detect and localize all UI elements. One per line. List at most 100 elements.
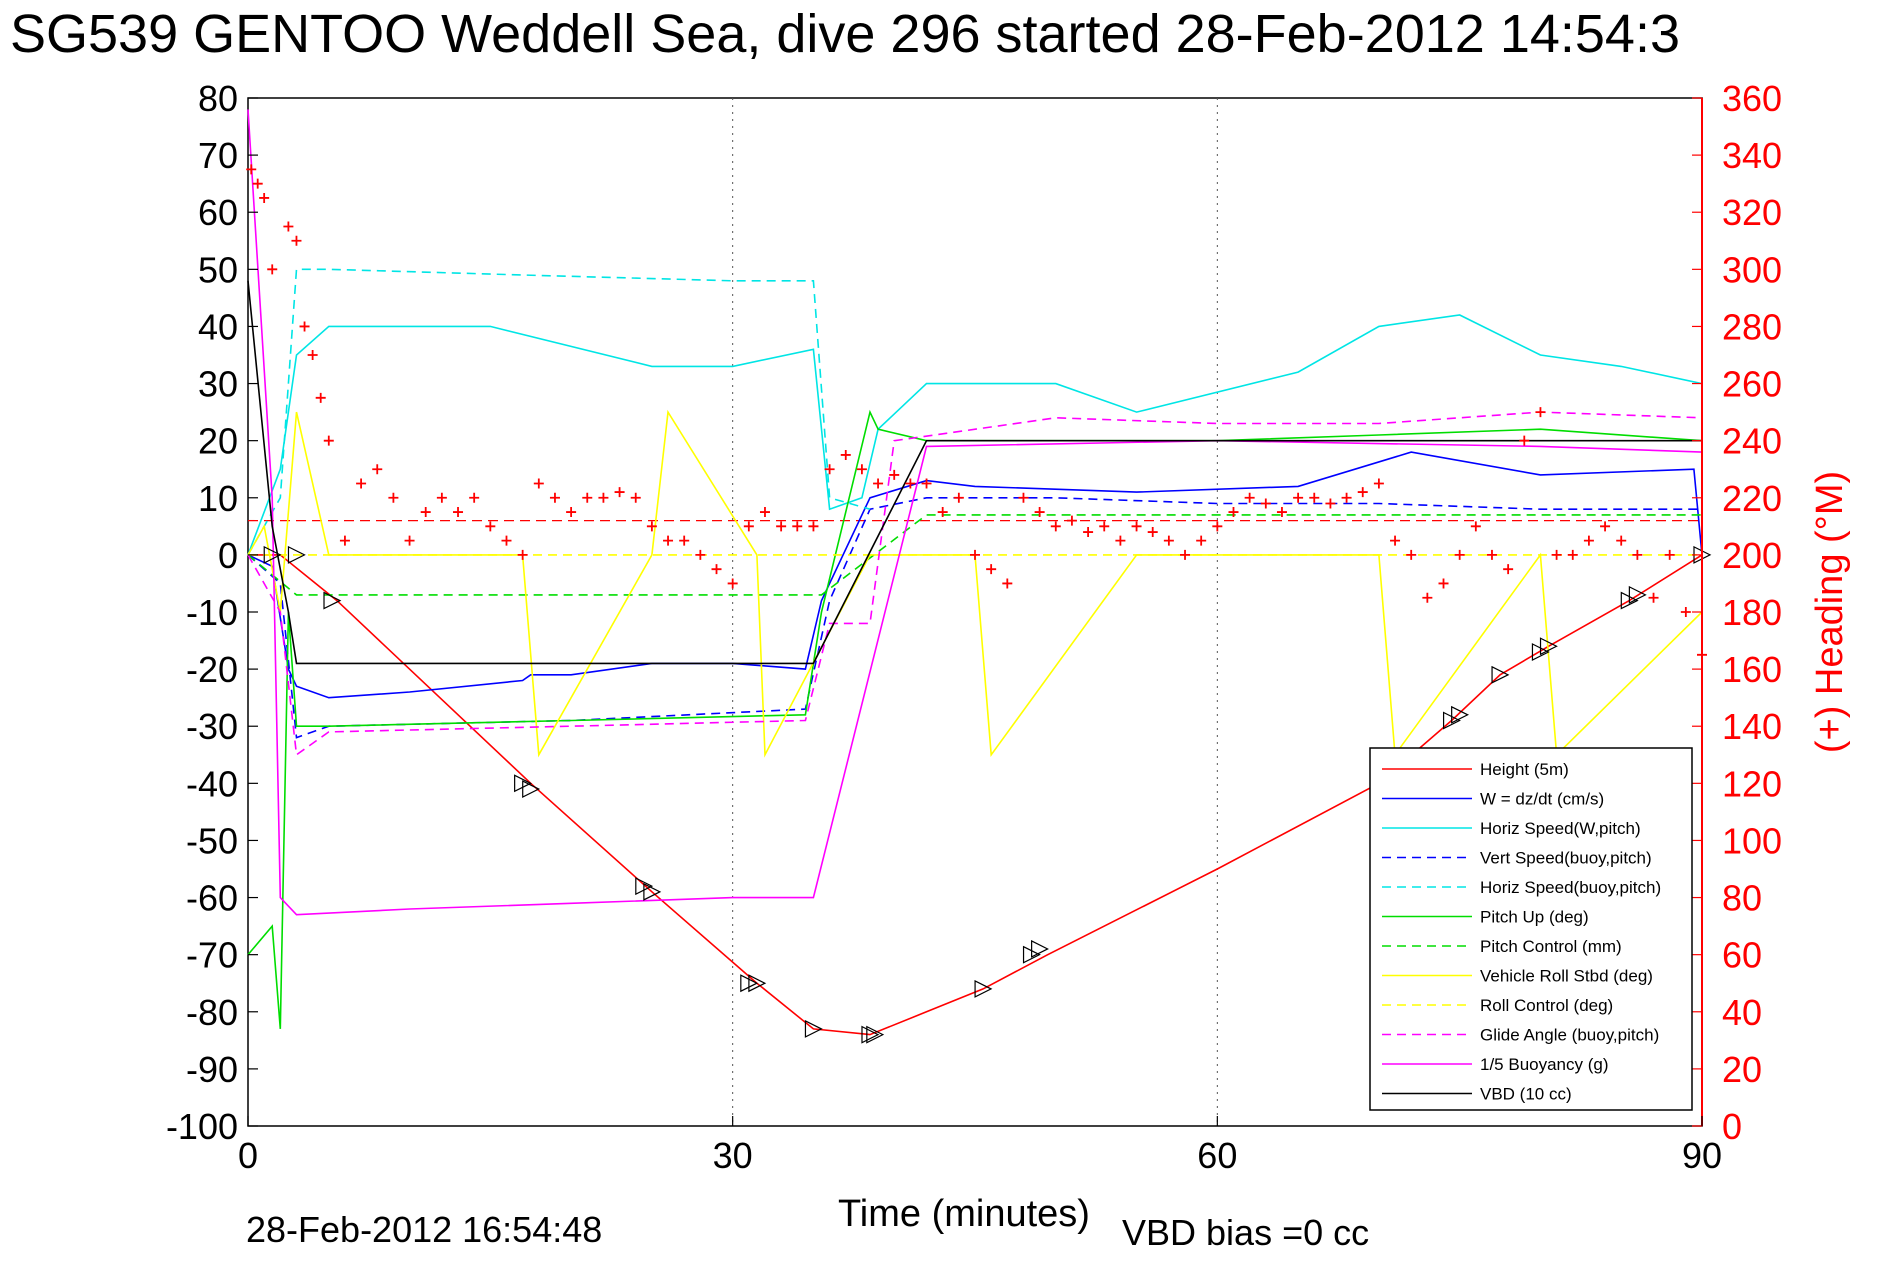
heading-point — [1260, 498, 1271, 509]
heading-point — [1180, 549, 1191, 560]
triangle-marker — [1628, 585, 1647, 604]
heading-point — [1616, 535, 1627, 546]
heading-point — [252, 178, 263, 189]
chart-title: SG539 GENTOO Weddell Sea, dive 296 start… — [10, 4, 1680, 64]
heading-point — [1438, 578, 1449, 589]
heading-point — [873, 478, 884, 489]
right-tick-label: 0 — [1722, 1106, 1742, 1147]
heading-point — [436, 492, 447, 503]
right-y-ticks: 3603403203002802602402202001801601401201… — [1692, 78, 1782, 1147]
heading-point — [267, 264, 278, 275]
left-tick-label: -70 — [186, 935, 238, 976]
legend-label: Roll Control (deg) — [1480, 996, 1613, 1015]
heading-point — [1373, 478, 1384, 489]
right-tick-label: 20 — [1722, 1049, 1762, 1090]
triangle-marker — [287, 545, 306, 564]
left-tick-label: -30 — [186, 706, 238, 747]
heading-point — [1390, 535, 1401, 546]
heading-point — [1519, 435, 1530, 446]
heading-point — [711, 564, 722, 575]
heading-point — [1115, 535, 1126, 546]
legend-label: Pitch Up (deg) — [1480, 908, 1589, 927]
heading-point — [453, 507, 464, 518]
heading-point — [776, 521, 787, 532]
triangle-marker — [522, 780, 541, 799]
heading-point — [1147, 527, 1158, 538]
x-ticks: 0 30 60 90 — [238, 1116, 1722, 1176]
heading-point — [759, 507, 770, 518]
heading-point — [533, 478, 544, 489]
heading-point — [1018, 492, 1029, 503]
left-tick-label: 60 — [198, 192, 238, 233]
left-y-ticks: 80 70 60 50 40 30 20 10 0 -10 -20 -30 -40 -50 -60 -70 -8… — [166, 78, 258, 1147]
right-tick-label: 220 — [1722, 478, 1782, 519]
heading-point — [1099, 521, 1110, 532]
heading-point — [889, 469, 900, 480]
legend-label: Height (5m) — [1480, 760, 1569, 779]
heading-point — [1503, 564, 1514, 575]
heading-point — [485, 521, 496, 532]
x-tick-label: 60 — [1197, 1135, 1237, 1176]
heading-point — [517, 549, 528, 560]
heading-point — [372, 464, 383, 475]
right-tick-label: 320 — [1722, 192, 1782, 233]
heading-point — [1131, 521, 1142, 532]
left-tick-label: 30 — [198, 364, 238, 405]
heading-point — [1293, 492, 1304, 503]
heading-point — [299, 321, 310, 332]
heading-point — [1567, 549, 1578, 560]
left-tick-label: -90 — [186, 1049, 238, 1090]
heading-point — [1551, 549, 1562, 560]
legend-label: Horiz Speed(W,pitch) — [1480, 819, 1641, 838]
series-line-10 — [247, 109, 1703, 916]
heading-point — [1341, 492, 1352, 503]
heading-point — [824, 464, 835, 475]
triangle-marker — [263, 545, 282, 564]
triangle-marker — [748, 974, 767, 993]
heading-point — [727, 578, 738, 589]
heading-point — [388, 492, 399, 503]
triangle-marker — [866, 1025, 885, 1044]
series-line-11 — [247, 280, 1702, 665]
right-axis-label: (+) Heading (°M) — [1809, 471, 1851, 753]
heading-point — [1309, 492, 1320, 503]
heading-point — [921, 478, 932, 489]
heading-point — [1083, 527, 1094, 538]
heading-point — [356, 478, 367, 489]
series-layer — [247, 109, 1703, 1036]
heading-point — [970, 549, 980, 560]
heading-point — [1632, 549, 1643, 560]
heading-point — [1535, 407, 1546, 418]
right-tick-label: 300 — [1722, 249, 1782, 290]
series-line-1 — [247, 451, 1703, 699]
right-tick-label: 280 — [1722, 306, 1782, 347]
left-tick-label: -50 — [186, 820, 238, 861]
heading-point — [1454, 549, 1465, 560]
legend: Height (5m) W = dz/dt (cm/s) Horiz Speed(W… — [1369, 747, 1693, 1111]
series-line-6 — [247, 514, 1702, 596]
footer-timestamp: 28-Feb-2012 16:54:48 — [246, 1209, 602, 1250]
heading-point — [840, 449, 851, 460]
triangle-marker — [1451, 705, 1470, 724]
x-tick-label: 30 — [713, 1135, 753, 1176]
right-tick-label: 360 — [1722, 78, 1782, 119]
heading-point — [1600, 521, 1611, 532]
legend-label: Horiz Speed(buoy,pitch) — [1480, 878, 1661, 897]
heading-point — [1196, 535, 1207, 546]
heading-point — [808, 521, 819, 532]
heading-point — [1244, 492, 1255, 503]
heading-point — [1357, 487, 1368, 498]
heading-point — [1212, 521, 1223, 532]
heading-point — [259, 192, 270, 203]
heading-point — [307, 350, 318, 360]
right-tick-label: 60 — [1722, 935, 1762, 976]
vbd-bias-note: VBD bias =0 cc — [1122, 1212, 1369, 1253]
heading-point — [856, 464, 867, 475]
triangle-marker — [323, 591, 342, 610]
heading-point — [743, 521, 754, 532]
left-tick-label: 10 — [198, 478, 238, 519]
legend-label: VBD (10 cc) — [1480, 1085, 1572, 1104]
heading-point — [549, 492, 560, 503]
heading-point — [291, 235, 302, 246]
heading-point — [1228, 507, 1239, 518]
